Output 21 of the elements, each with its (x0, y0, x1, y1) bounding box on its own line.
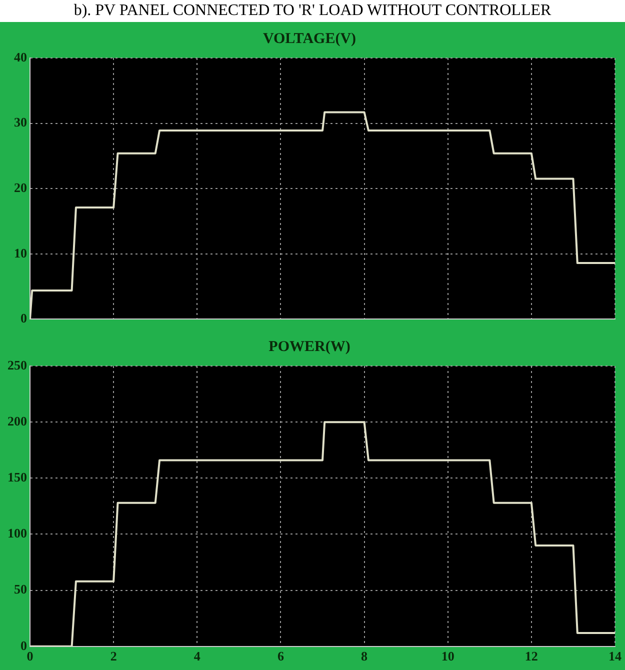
x-tick-label: 6 (277, 648, 284, 664)
x-tick-label: 2 (110, 648, 117, 664)
y-tick-label: 150 (8, 470, 27, 485)
y-tick-label: 10 (14, 245, 27, 260)
y-tick-label: 40 (14, 49, 27, 64)
text: b). PV PANEL CONNECTED TO 'R' LOAD WITHOUT CONTROLLER (72, 1, 552, 21)
y-tick-label: 50 (14, 582, 27, 597)
x-tick-label: 10 (441, 648, 454, 664)
y-tick-label: 30 (14, 114, 27, 130)
x-tick-label: 8 (361, 648, 368, 664)
x-tick-label: 4 (194, 648, 201, 664)
y-tick-label: 250 (8, 357, 27, 372)
y-tick-label: 20 (14, 180, 27, 195)
x-tick-label: 12 (524, 648, 538, 664)
chart-title: VOLTAGE(V) (262, 30, 356, 47)
y-tick-label: 0 (20, 310, 27, 326)
y-tick-label: 0 (20, 638, 27, 653)
chart-title: POWER(W) (268, 338, 350, 355)
y-tick-label: 100 (8, 526, 27, 541)
x-tick-label: 14 (608, 648, 622, 664)
y-tick-label: 200 (8, 413, 27, 428)
